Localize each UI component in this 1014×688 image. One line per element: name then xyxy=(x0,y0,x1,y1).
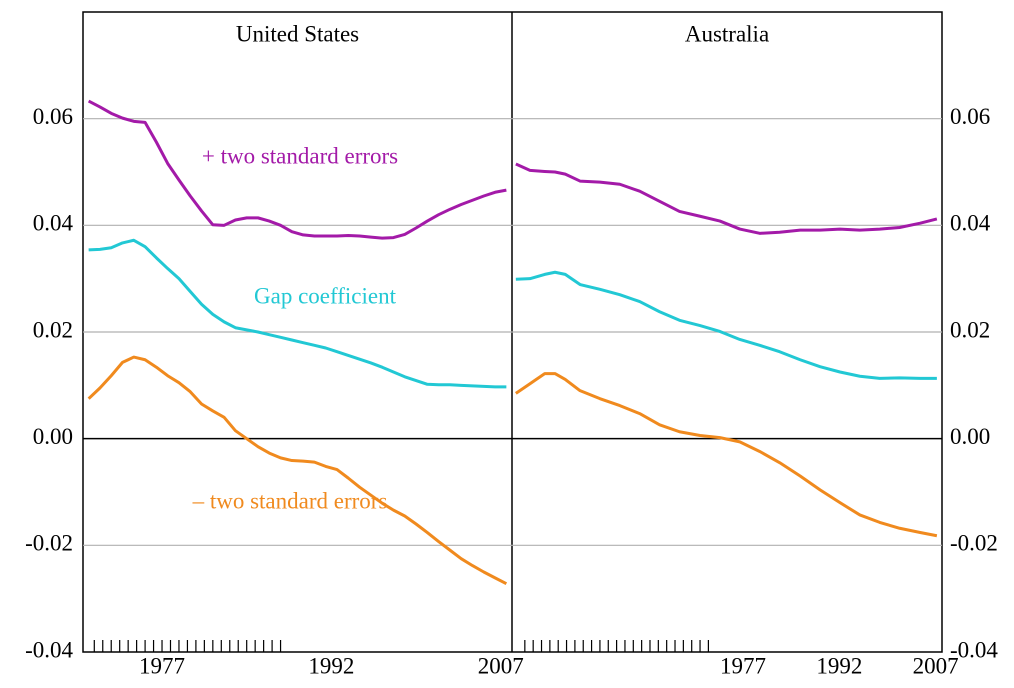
series-line xyxy=(87,355,508,586)
series-label: – two standard errors xyxy=(192,488,388,513)
x-tick-label: 2007 xyxy=(478,653,524,678)
x-tick-label: 1977 xyxy=(139,653,185,678)
y-tick-label: 0.02 xyxy=(950,317,990,342)
y-tick-label: 0.06 xyxy=(33,104,73,129)
series-line xyxy=(515,162,938,235)
y-tick-label: -0.02 xyxy=(25,531,73,556)
y-tick-label: -0.04 xyxy=(25,637,73,662)
series-line xyxy=(88,238,507,389)
x-tick-label: 1992 xyxy=(816,653,862,678)
series-label: Gap coefficient xyxy=(254,283,397,308)
series-line xyxy=(515,372,938,538)
y-tick-label: 0.00 xyxy=(950,424,990,449)
y-tick-label: 0.02 xyxy=(33,317,73,342)
x-tick-label: 2007 xyxy=(913,653,959,678)
panel-title: United States xyxy=(236,21,359,46)
y-tick-label: 0.04 xyxy=(33,211,74,236)
y-tick-label: -0.02 xyxy=(950,531,998,556)
x-tick-label: 1992 xyxy=(308,653,354,678)
panel-title: Australia xyxy=(685,21,769,46)
y-tick-label: 0.00 xyxy=(33,424,73,449)
y-tick-label: -0.04 xyxy=(950,637,998,662)
series-label: + two standard errors xyxy=(202,143,398,168)
y-tick-label: 0.04 xyxy=(950,211,991,236)
series-line xyxy=(87,99,507,240)
y-tick-label: 0.06 xyxy=(950,104,990,129)
x-tick-label: 1977 xyxy=(720,653,766,678)
series-line xyxy=(515,270,937,380)
